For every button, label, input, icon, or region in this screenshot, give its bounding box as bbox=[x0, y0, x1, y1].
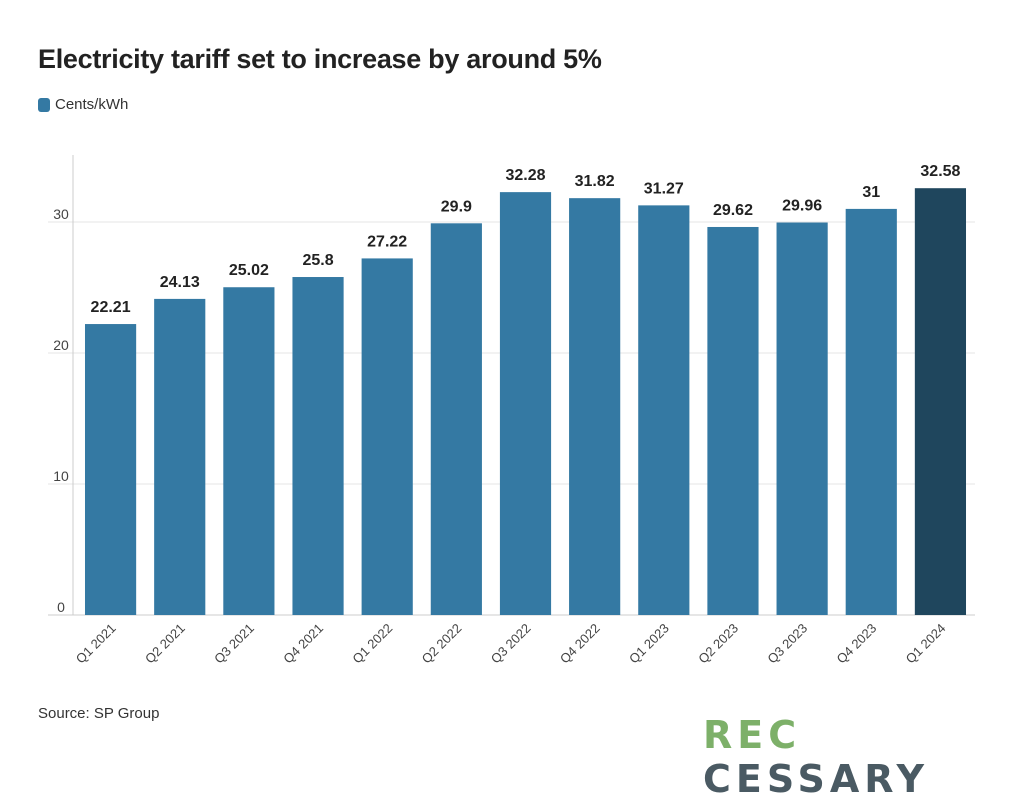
source-note: Source: SP Group bbox=[38, 705, 160, 722]
brand-logo: RECCESSARY bbox=[703, 713, 1024, 801]
bar bbox=[430, 223, 482, 615]
bar bbox=[292, 277, 344, 615]
data-label: 25.02 bbox=[229, 262, 269, 279]
bar bbox=[776, 222, 828, 616]
x-tick-label: Q4 2023 bbox=[834, 621, 880, 667]
bar-chart: 0 10 20 30 22.21 Q1 2021 24.13 Q2 2021 25.02 Q3 2… bbox=[48, 155, 975, 667]
data-label: 31.82 bbox=[575, 173, 615, 190]
legend-swatch bbox=[38, 97, 50, 112]
y-tick-label: 10 bbox=[53, 468, 69, 484]
bar bbox=[499, 192, 552, 615]
bar bbox=[361, 258, 413, 615]
data-label: 32.28 bbox=[505, 167, 545, 184]
bar bbox=[223, 287, 275, 615]
legend: Cents/kWh bbox=[38, 96, 128, 113]
x-tick-label: Q3 2022 bbox=[488, 621, 534, 667]
data-label: 25.8 bbox=[302, 252, 333, 269]
x-tick-label: Q4 2022 bbox=[557, 621, 603, 667]
x-tick-label: Q2 2021 bbox=[142, 621, 188, 667]
data-label: 22.21 bbox=[91, 299, 131, 316]
x-tick-label: Q1 2022 bbox=[349, 621, 395, 667]
bar bbox=[569, 198, 621, 615]
x-tick-label: Q1 2021 bbox=[73, 621, 119, 667]
logo-part-rec: REC bbox=[703, 713, 802, 757]
data-label: 27.22 bbox=[367, 233, 407, 250]
data-label: 31.27 bbox=[644, 180, 684, 197]
legend-label: Cents/kWh bbox=[55, 96, 129, 113]
data-label: 29.96 bbox=[782, 198, 822, 215]
x-tick-label: Q3 2023 bbox=[764, 621, 810, 667]
x-tick-label: Q1 2024 bbox=[903, 621, 949, 667]
bar bbox=[707, 226, 759, 615]
bar bbox=[154, 298, 206, 615]
y-tick-label: 30 bbox=[53, 206, 69, 222]
bar bbox=[845, 208, 897, 615]
bar bbox=[914, 188, 967, 615]
chart-title: Electricity tariff set to increase by ar… bbox=[38, 44, 602, 74]
bar bbox=[638, 205, 690, 615]
x-tick-label: Q2 2022 bbox=[419, 621, 465, 667]
logo-part-cessary: CESSARY bbox=[703, 757, 929, 801]
bar bbox=[84, 324, 137, 615]
x-tick-label: Q4 2021 bbox=[280, 621, 326, 667]
data-label: 24.13 bbox=[160, 274, 200, 291]
x-tick-label: Q2 2023 bbox=[695, 621, 741, 667]
data-label: 29.9 bbox=[441, 198, 472, 215]
data-label: 31 bbox=[862, 184, 880, 201]
x-tick-label: Q3 2021 bbox=[211, 621, 257, 667]
y-tick-label: 20 bbox=[53, 337, 69, 353]
y-tick-label: 0 bbox=[57, 599, 65, 615]
data-label: 32.58 bbox=[920, 163, 960, 180]
x-tick-label: Q1 2023 bbox=[626, 621, 672, 667]
data-label: 29.62 bbox=[713, 202, 753, 219]
